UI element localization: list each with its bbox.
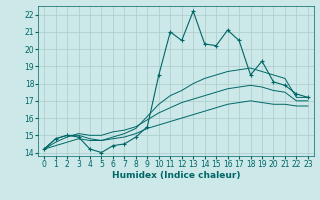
X-axis label: Humidex (Indice chaleur): Humidex (Indice chaleur) xyxy=(112,171,240,180)
